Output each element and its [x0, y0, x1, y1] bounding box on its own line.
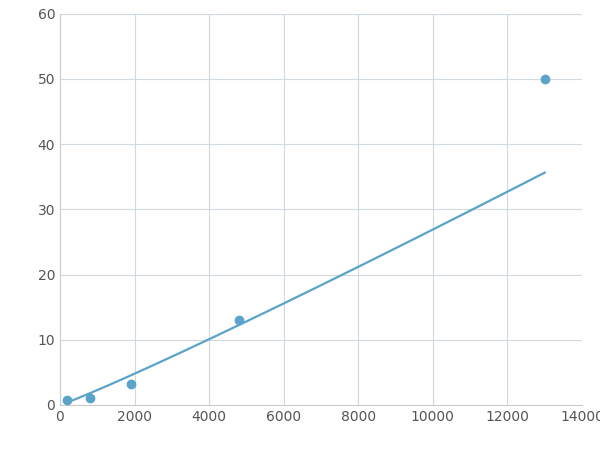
Point: [540, 75, 550, 82]
Point: [85, 395, 95, 402]
Point: [126, 381, 136, 388]
Point: [62, 397, 72, 404]
Point: [234, 317, 244, 324]
